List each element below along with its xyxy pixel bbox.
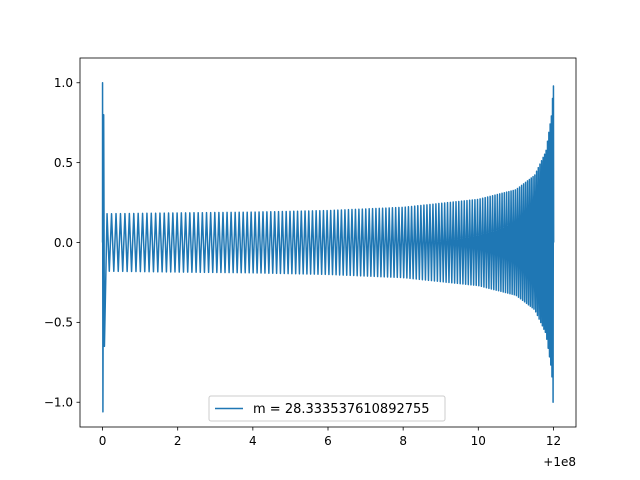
y-tick-label: 0.0	[54, 236, 73, 250]
x-tick-label: 0	[99, 434, 107, 448]
series-layer	[101, 82, 555, 413]
y-tick-label: −0.5	[44, 316, 73, 330]
y-tick-label: 0.5	[54, 156, 73, 170]
x-tick-label: 6	[324, 434, 332, 448]
x-tick-label: 8	[399, 434, 407, 448]
y-tick-label: −1.0	[44, 396, 73, 410]
legend-label: m = 28.333537610892755	[253, 402, 430, 417]
x-offset-label: +1e8	[543, 455, 576, 469]
x-tick-label: 12	[546, 434, 561, 448]
x-tick-label: 2	[174, 434, 182, 448]
x-tick-label: 4	[249, 434, 257, 448]
x-tick-label: 10	[471, 434, 486, 448]
legend-box	[208, 395, 446, 422]
legend: m = 28.333537610892755	[208, 395, 446, 422]
y-tick-label: 1.0	[54, 76, 73, 90]
x-axis-ticks: 0 2 4 6 8 10 12	[99, 427, 561, 448]
y-axis-ticks: −1.0 −0.5 0.0 0.5 1.0	[44, 76, 80, 410]
series-line	[101, 82, 555, 413]
